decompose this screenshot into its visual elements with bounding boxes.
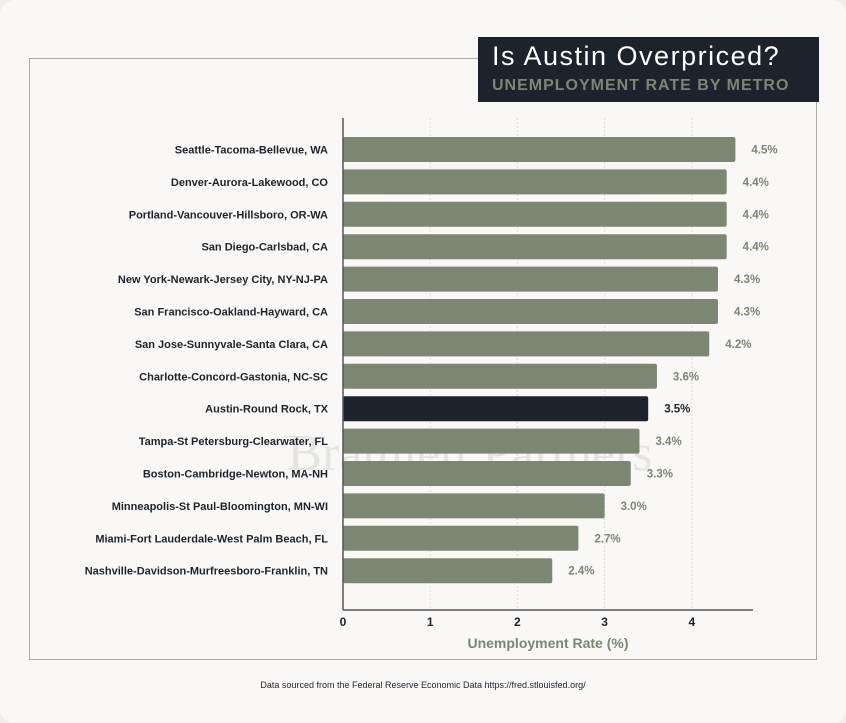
category-label: Boston-Cambridge-Newton, MA-NH — [143, 469, 328, 481]
category-label: Charlotte-Concord-Gastonia, NC-SC — [139, 371, 328, 383]
x-tick-label: 2 — [514, 615, 521, 629]
category-label: New York-Newark-Jersey City, NY-NJ-PA — [118, 274, 328, 286]
data-label: 4.3% — [734, 274, 760, 286]
category-label: Miami-Fort Lauderdale-West Palm Beach, F… — [95, 533, 328, 545]
data-label: 2.7% — [594, 533, 620, 545]
data-label: 4.3% — [734, 307, 760, 319]
bar — [343, 331, 710, 357]
source-note: Data sourced from the Federal Reserve Ec… — [260, 680, 586, 690]
category-label: Minneapolis-St Paul-Bloomington, MN-WI — [112, 501, 328, 513]
bar — [343, 396, 649, 422]
bar — [343, 169, 727, 195]
bar — [343, 201, 727, 227]
data-label: 4.2% — [725, 339, 751, 351]
bar — [343, 266, 718, 292]
data-label: 4.5% — [751, 145, 777, 157]
category-label: Austin-Round Rock, TX — [205, 404, 328, 416]
data-label: 4.4% — [743, 177, 769, 189]
x-tick-label: 0 — [340, 615, 347, 629]
category-label: Nashville-Davidson-Murfreesboro-Franklin… — [85, 566, 328, 578]
x-tick-label: 4 — [688, 615, 695, 629]
category-label: Portland-Vancouver-Hillsboro, OR-WA — [129, 209, 328, 221]
category-label: San Diego-Carlsbad, CA — [201, 242, 328, 254]
category-label: Tampa-St Petersburg-Clearwater, FL — [139, 436, 329, 448]
data-label: 3.3% — [647, 469, 673, 481]
category-label: San Francisco-Oakland-Hayward, CA — [134, 307, 328, 319]
bar — [343, 137, 736, 162]
data-label: 3.5% — [664, 404, 690, 416]
data-label: 4.4% — [743, 209, 769, 221]
x-axis-title: Unemployment Rate (%) — [467, 635, 628, 651]
bar — [343, 234, 727, 260]
data-label: 3.4% — [655, 436, 681, 448]
category-label: Denver-Aurora-Lakewood, CO — [171, 177, 329, 189]
category-label: San Jose-Sunnyvale-Santa Clara, CA — [135, 339, 328, 351]
data-label: 4.4% — [743, 242, 769, 254]
bar — [343, 363, 657, 389]
data-label: 3.0% — [621, 501, 647, 513]
bar — [343, 428, 640, 454]
bar — [343, 299, 718, 324]
bar — [343, 525, 579, 551]
chart-title: Is Austin Overpriced? — [492, 41, 781, 71]
data-label: 3.6% — [673, 371, 699, 383]
title-box: Is Austin Overpriced? UNEMPLOYMENT RATE … — [478, 37, 819, 102]
chart-frame — [29, 58, 817, 660]
x-tick-label: 3 — [601, 615, 608, 629]
x-tick-label: 1 — [427, 615, 434, 629]
chart-subtitle: UNEMPLOYMENT RATE BY METRO — [492, 77, 790, 94]
category-label: Seattle-Tacoma-Bellevue, WA — [175, 145, 328, 157]
bar — [343, 493, 605, 519]
bar — [343, 558, 553, 584]
bar — [343, 461, 631, 486]
data-label: 2.4% — [568, 566, 594, 578]
